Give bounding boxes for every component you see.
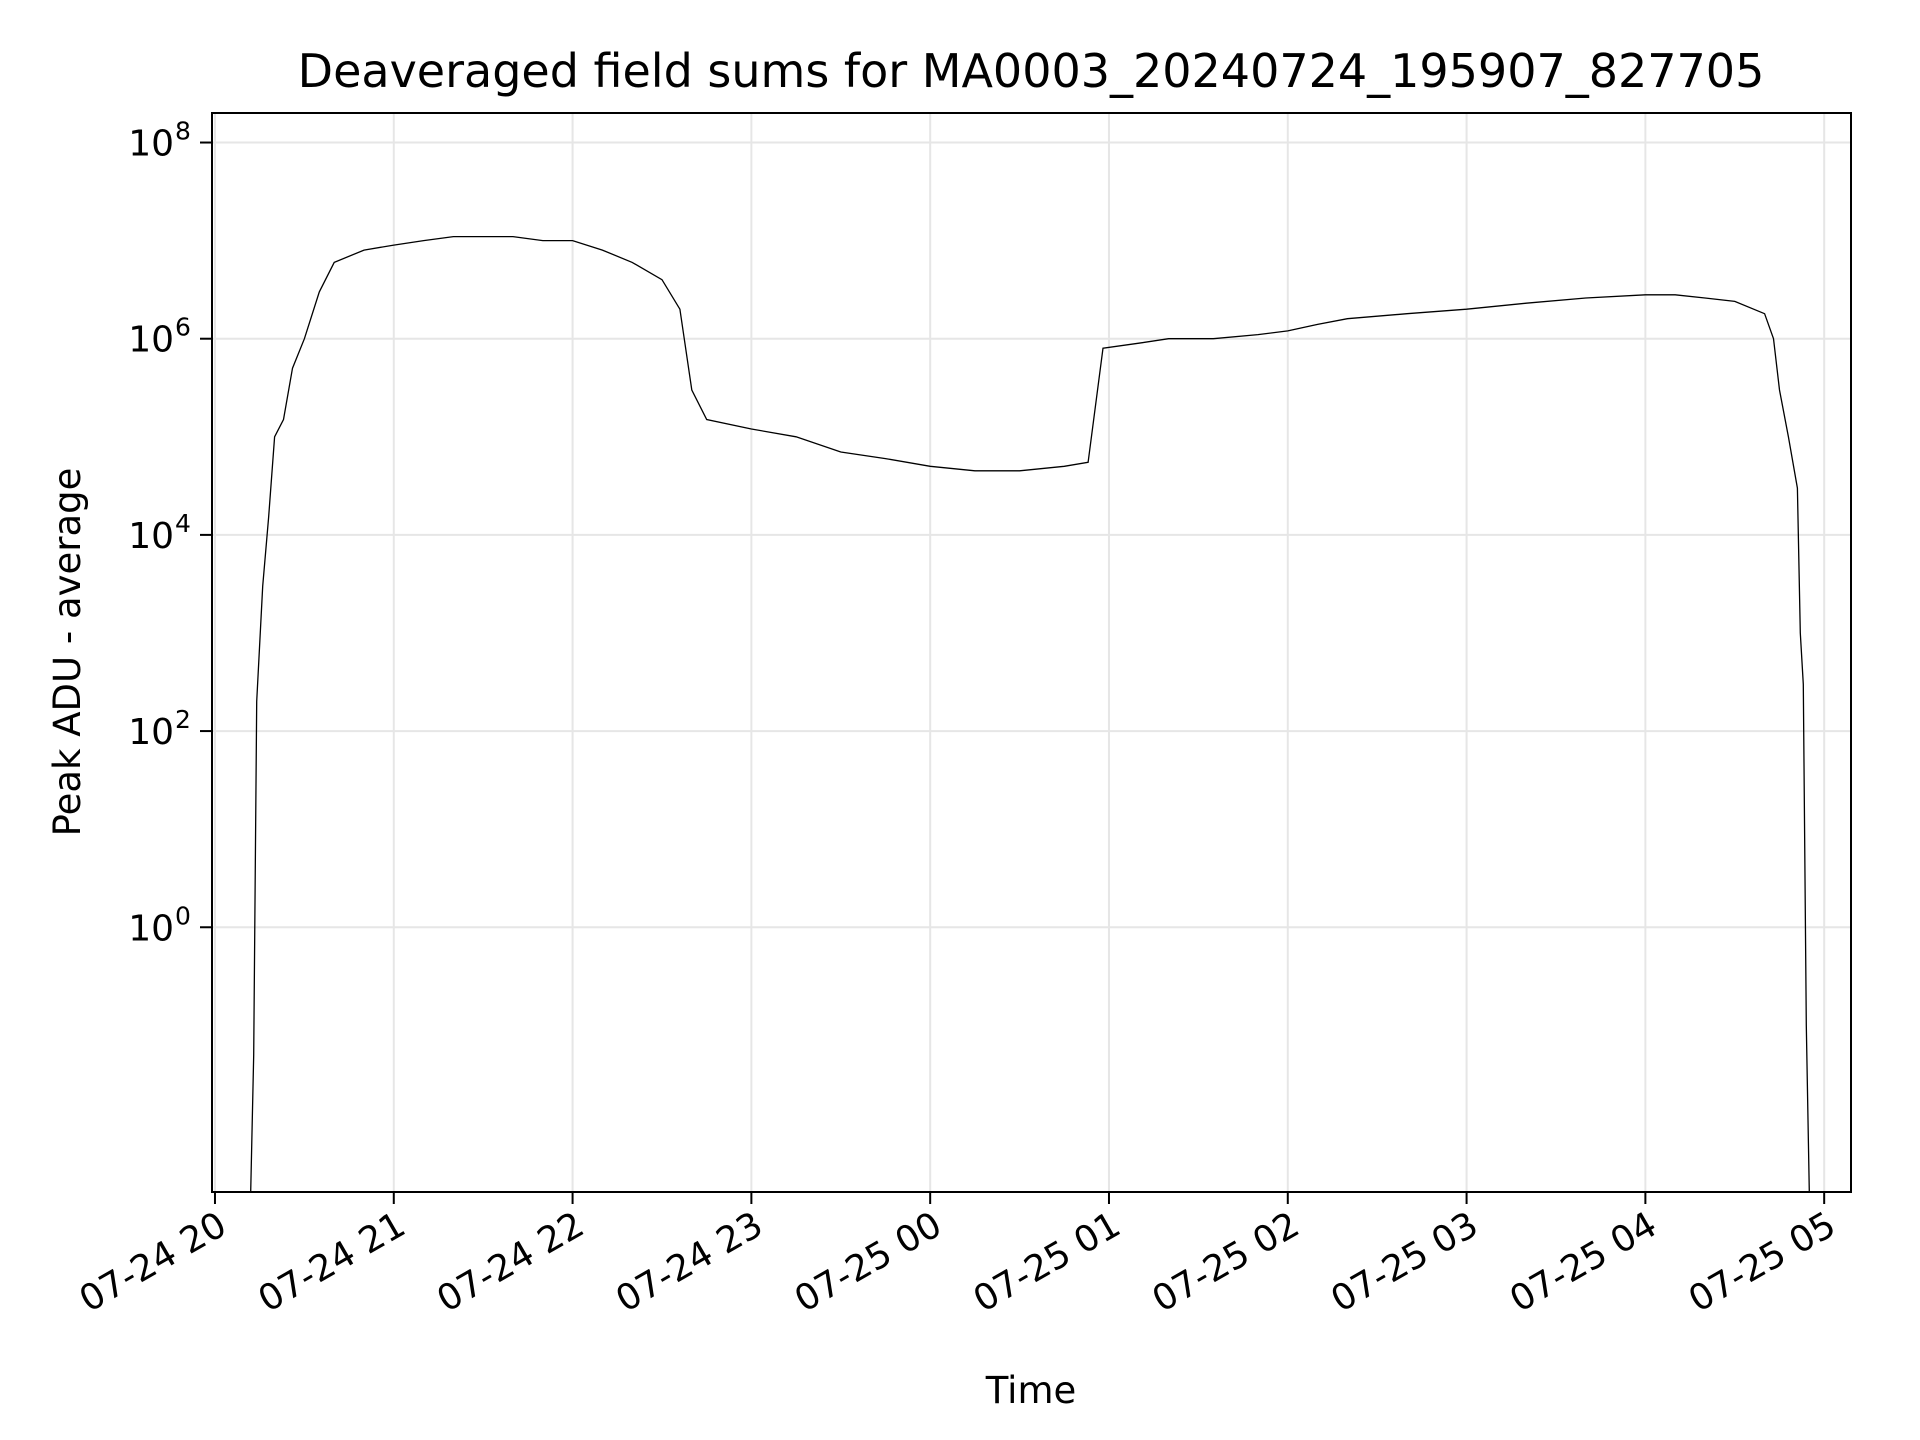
y-tick-base: 10 (128, 124, 174, 165)
y-tick-label: 10 (128, 320, 174, 361)
y-tick-exponent: 4 (175, 509, 191, 538)
y-tick-exponent: 6 (175, 313, 191, 342)
x-axis-label: Time (985, 1369, 1077, 1412)
y-tick-base: 10 (128, 712, 174, 753)
y-tick-exponent: 2 (175, 705, 191, 734)
plot-frame (211, 112, 1852, 1193)
y-axis-label: Peak ADU - average (46, 468, 89, 837)
y-tick-base: 10 (128, 320, 174, 361)
y-tick-label: 10 (128, 124, 174, 165)
y-tick-label: 10 (128, 712, 174, 753)
y-tick-label: 10 (128, 516, 174, 557)
y-tick-exponent: 8 (175, 117, 191, 146)
y-tick-base: 10 (128, 908, 174, 949)
grid-lines (212, 113, 1851, 1192)
y-tick-base: 10 (128, 516, 174, 557)
y-tick-exponent: 0 (175, 901, 191, 930)
series-line (250, 235, 1810, 1193)
y-tick-label: 10 (128, 908, 174, 949)
chart-title: Deaveraged field sums for MA0003_2024072… (298, 44, 1765, 98)
